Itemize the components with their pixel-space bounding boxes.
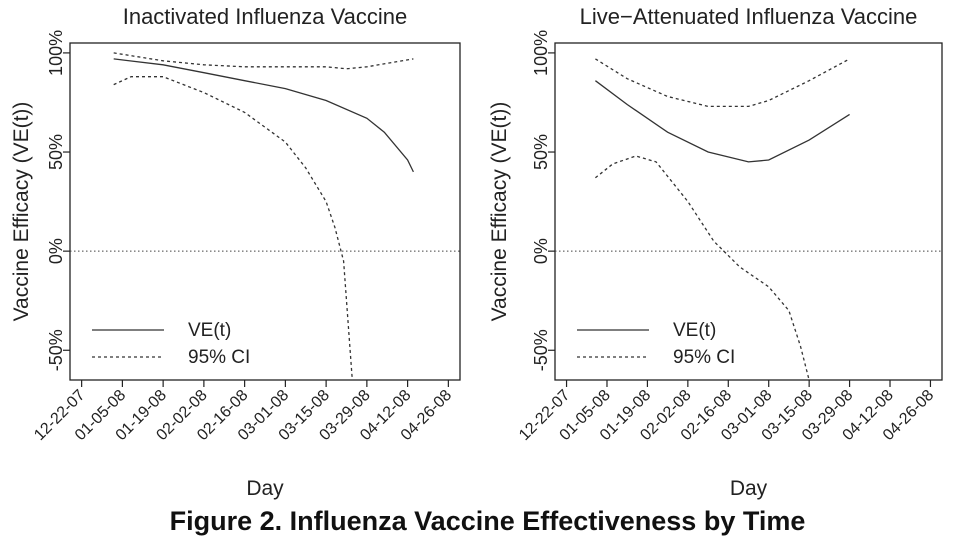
series-line-ve bbox=[595, 80, 850, 163]
chart-title: Inactivated Influenza Vaccine bbox=[123, 4, 408, 29]
series-line-ci-2 bbox=[113, 76, 353, 380]
y-tick-label: -50% bbox=[46, 329, 66, 371]
y-tick-label: -50% bbox=[531, 329, 551, 371]
chart-title: Live−Attenuated Influenza Vaccine bbox=[580, 4, 918, 29]
y-axis-label: Vaccine Efficacy (VE(t)) bbox=[488, 102, 511, 322]
plot-frame bbox=[69, 42, 461, 381]
y-tick-label: 50% bbox=[531, 134, 551, 170]
y-tick-label: 0% bbox=[46, 238, 66, 264]
x-axis-label: Day bbox=[730, 477, 768, 500]
series-line-ci-2 bbox=[594, 155, 810, 380]
plot-area bbox=[555, 58, 942, 380]
y-tick-label: 50% bbox=[46, 134, 66, 170]
legend-label: VE(t) bbox=[188, 320, 231, 341]
y-axis-label: Vaccine Efficacy (VE(t)) bbox=[10, 102, 33, 322]
series-line-ve bbox=[113, 58, 414, 173]
figure-caption: Figure 2. Influenza Vaccine Effectivenes… bbox=[169, 506, 806, 536]
y-tick-label: 0% bbox=[531, 238, 551, 264]
legend-label: 95% CI bbox=[673, 347, 735, 368]
chart-panel-1: Inactivated Influenza Vaccine -50% 0% 50% 10… bbox=[10, 4, 461, 500]
plot-area bbox=[70, 52, 460, 380]
chart-panel-2: Live−Attenuated Influenza Vaccine -50% 0% 5… bbox=[488, 4, 943, 500]
series-line-ci-1 bbox=[595, 58, 850, 108]
plot-frame bbox=[554, 42, 943, 381]
series-line-ci-1 bbox=[113, 52, 414, 70]
legend-label: VE(t) bbox=[673, 320, 716, 341]
y-tick-label: 100% bbox=[531, 30, 551, 76]
x-axis-label: Day bbox=[246, 477, 284, 500]
legend-label: 95% CI bbox=[188, 347, 250, 368]
y-tick-label: 100% bbox=[46, 30, 66, 76]
figure-charts: Inactivated Influenza Vaccine -50% 0% 50% 10… bbox=[10, 4, 943, 500]
